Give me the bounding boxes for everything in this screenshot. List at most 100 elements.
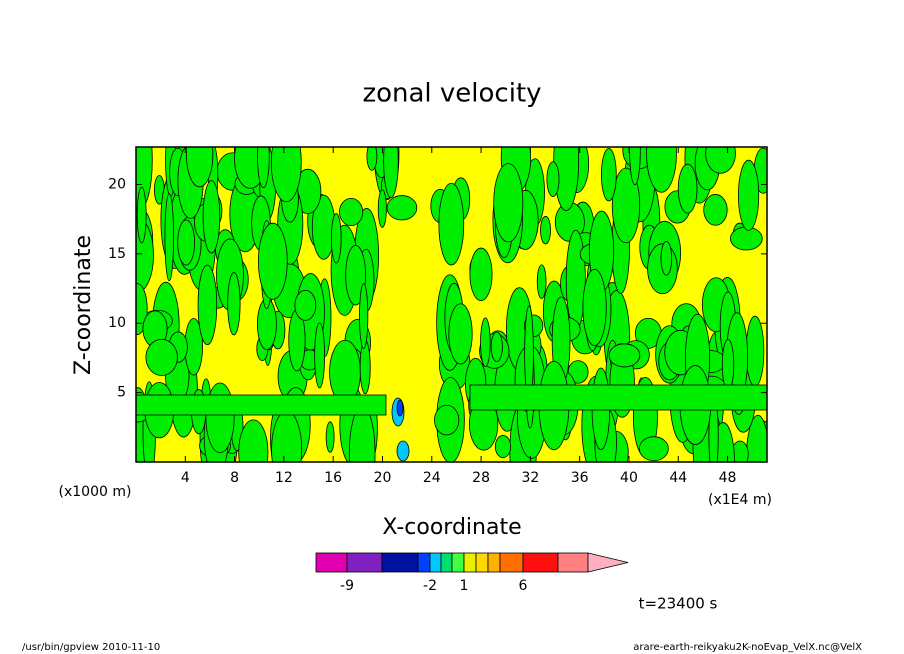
contour-patch bbox=[314, 322, 325, 389]
colorbar-box bbox=[417, 552, 431, 573]
x-axis-label: X-coordinate bbox=[382, 515, 521, 540]
contour-patch bbox=[600, 148, 617, 202]
contour-patch bbox=[345, 245, 366, 306]
y-tick-label: 5 bbox=[117, 385, 126, 401]
contour-patch bbox=[366, 147, 378, 171]
contour-patch bbox=[238, 419, 269, 462]
x-tick-label: 12 bbox=[275, 470, 293, 486]
x-tick-label: 40 bbox=[620, 470, 638, 486]
chart-title: zonal velocity bbox=[362, 79, 541, 109]
colorbar-box bbox=[451, 552, 465, 573]
contour-patch bbox=[145, 338, 178, 376]
contour-patch bbox=[448, 303, 473, 365]
contour-patch bbox=[480, 317, 491, 367]
contour-patch bbox=[438, 182, 465, 266]
y-tick-label: 15 bbox=[108, 246, 126, 262]
contour-patch bbox=[205, 382, 235, 453]
x-tick-label: 8 bbox=[230, 470, 239, 486]
contour-patch bbox=[646, 147, 677, 193]
footer-right: arare-earth-reikyaku2K-noEvap_VelX.nc@Ve… bbox=[633, 642, 862, 653]
x-tick-label: 4 bbox=[181, 470, 190, 486]
contour-patch bbox=[729, 226, 763, 251]
y-tick-label: 10 bbox=[108, 315, 126, 331]
contour-patch bbox=[582, 268, 607, 346]
contour-patch bbox=[494, 435, 512, 459]
contour-field bbox=[136, 147, 767, 462]
contour-patch bbox=[638, 436, 669, 462]
contour-patch bbox=[737, 159, 760, 231]
contour-patch bbox=[197, 264, 218, 346]
y-unit: (x1000 m) bbox=[59, 484, 132, 500]
contour-patch bbox=[567, 360, 589, 384]
contour-patch bbox=[629, 147, 641, 186]
colorbar-box bbox=[522, 552, 559, 573]
contour-patch bbox=[339, 197, 364, 227]
contour-patch bbox=[386, 195, 418, 221]
contour-patch bbox=[705, 147, 736, 174]
contour-patch bbox=[164, 193, 174, 282]
colorbar: -9 -2 1 6 bbox=[315, 552, 629, 594]
contour-patch bbox=[330, 213, 342, 264]
contour-patch bbox=[396, 440, 410, 462]
contour-patch bbox=[177, 219, 195, 266]
contour-patch bbox=[257, 222, 288, 300]
colorbar-box bbox=[557, 552, 589, 573]
contour-patch bbox=[565, 229, 586, 330]
y-axis-label: Z-coordinate bbox=[71, 235, 96, 375]
colorbar-box bbox=[499, 552, 524, 573]
contour-patch bbox=[396, 399, 404, 417]
contour-patch bbox=[383, 147, 399, 199]
contour-patch bbox=[202, 180, 221, 254]
contour-patch bbox=[490, 331, 503, 362]
contour-patch bbox=[703, 194, 728, 226]
colorbar-tick-label: 1 bbox=[460, 578, 469, 594]
x-tick-label: 20 bbox=[374, 470, 392, 486]
plot-frame bbox=[135, 146, 768, 463]
contour-patch bbox=[227, 272, 241, 336]
contour-patch bbox=[359, 283, 369, 349]
x-tick-label: 44 bbox=[669, 470, 687, 486]
contour-patch bbox=[136, 186, 147, 244]
contour-patch bbox=[377, 189, 387, 228]
colorbar-box bbox=[463, 552, 477, 573]
colorbar-arrow bbox=[587, 552, 629, 573]
contour-patch bbox=[493, 163, 524, 243]
colorbar-box bbox=[315, 552, 348, 573]
colorbar-box bbox=[487, 552, 501, 573]
time-label: t=23400 s bbox=[639, 595, 718, 613]
contour-patch bbox=[611, 167, 641, 244]
contour-patch bbox=[469, 247, 493, 301]
x-tick-label: 36 bbox=[571, 470, 589, 486]
colorbar-box bbox=[475, 552, 489, 573]
contour-patch bbox=[677, 163, 698, 214]
x-unit: (x1E4 m) bbox=[708, 492, 772, 508]
contour-patch bbox=[294, 289, 317, 321]
x-tick-label: 28 bbox=[472, 470, 490, 486]
contour-patch bbox=[136, 394, 387, 416]
contour-patch bbox=[745, 315, 765, 387]
x-tick-label: 24 bbox=[423, 470, 441, 486]
x-tick-label: 48 bbox=[719, 470, 737, 486]
contour-patch bbox=[348, 405, 376, 462]
contour-patch bbox=[270, 147, 302, 203]
y-tick-label: 20 bbox=[108, 176, 126, 192]
contour-patch bbox=[546, 161, 560, 197]
contour-patch bbox=[540, 215, 551, 245]
contour-patch bbox=[359, 340, 371, 395]
contour-patch bbox=[536, 264, 547, 299]
colorbar-tick-label: -9 bbox=[340, 578, 354, 594]
colorbar-box bbox=[346, 552, 383, 573]
contour-patch bbox=[721, 338, 735, 391]
x-tick-label: 32 bbox=[521, 470, 539, 486]
contour-patch bbox=[608, 343, 641, 368]
contour-patch bbox=[553, 147, 580, 211]
x-tick-label: 16 bbox=[324, 470, 342, 486]
colorbar-box bbox=[440, 552, 453, 573]
contour-patch bbox=[434, 404, 460, 436]
colorbar-tick-label: 6 bbox=[519, 578, 528, 594]
contour-patch bbox=[325, 421, 335, 453]
contour-patch bbox=[469, 384, 767, 411]
contour-patch bbox=[660, 241, 673, 276]
footer-left: /usr/bin/gpview 2010-11-10 bbox=[22, 642, 160, 653]
